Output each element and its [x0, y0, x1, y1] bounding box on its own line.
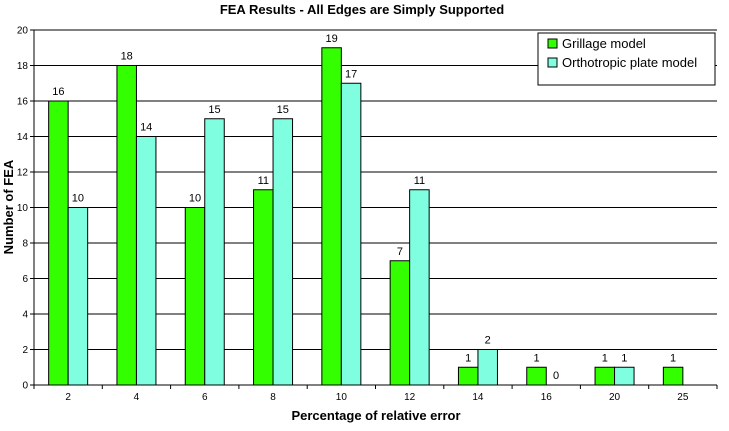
data-label: 14	[140, 122, 152, 134]
y-axis-ticks: 0 2 4 6 8 10 12 14 16 18 20	[17, 26, 34, 392]
bar-orthotropic	[477, 349, 498, 386]
y-tick-label: 0	[22, 381, 28, 392]
x-tick-label: 4	[134, 392, 140, 403]
bar-grillage	[184, 207, 206, 386]
x-tick-label: 8	[270, 392, 276, 403]
data-label: 1	[670, 352, 676, 364]
legend-swatch	[547, 57, 558, 68]
x-tick-label: 6	[202, 392, 208, 403]
data-label: 10	[189, 193, 201, 205]
x-tick-label: 20	[609, 392, 621, 403]
data-label: 11	[414, 175, 425, 187]
data-label: 17	[345, 68, 357, 80]
x-tick-label: 14	[472, 392, 484, 403]
x-tick-label: 16	[541, 392, 553, 403]
x-tick-label: 10	[336, 392, 348, 403]
x-tick-label: 12	[404, 392, 416, 403]
legend: Grillage model Orthotropic plate model	[537, 32, 716, 86]
data-label: 1	[465, 352, 471, 364]
data-label: 10	[72, 193, 84, 205]
data-label: 19	[325, 33, 337, 45]
y-tick-label: 8	[22, 239, 28, 250]
x-axis-label: Percentage of relative error	[291, 408, 460, 423]
x-tick-label: 2	[65, 392, 71, 403]
legend-swatch	[547, 38, 558, 49]
chart-title: FEA Results - All Edges are Simply Suppo…	[220, 2, 504, 17]
data-label: 2	[485, 335, 491, 347]
x-tick-label: 25	[677, 392, 689, 403]
data-label: 18	[121, 51, 133, 63]
bar-grillage	[321, 47, 342, 386]
data-label: 7	[397, 246, 403, 258]
y-tick-label: 6	[22, 274, 28, 285]
y-tick-label: 2	[22, 345, 28, 356]
y-tick-label: 16	[17, 97, 29, 108]
bar-grillage	[48, 100, 69, 386]
legend-label: Grillage model	[562, 36, 646, 51]
bar-grillage	[662, 366, 684, 386]
bar-orthotropic	[340, 82, 362, 386]
bar-orthotropic	[409, 189, 430, 386]
y-tick-label: 18	[17, 61, 29, 72]
data-label: 15	[277, 104, 289, 116]
bar-grillage	[594, 366, 616, 386]
data-label: 1	[602, 352, 608, 364]
bar-orthotropic	[272, 118, 294, 386]
bar-grillage	[457, 366, 479, 386]
data-label: 0	[553, 370, 559, 382]
bar-orthotropic	[614, 366, 635, 386]
data-label: 1	[533, 352, 539, 364]
legend-box	[537, 32, 716, 86]
y-tick-label: 10	[17, 203, 29, 214]
y-tick-label: 20	[17, 26, 29, 37]
bar-orthotropic	[135, 136, 157, 386]
bar-grillage	[116, 65, 137, 386]
bar-orthotropic	[67, 207, 89, 386]
y-tick-label: 14	[17, 132, 29, 143]
bar-grillage	[253, 189, 274, 386]
bar-orthotropic	[204, 118, 225, 386]
data-label: 1	[621, 352, 627, 364]
data-label: 16	[52, 86, 64, 98]
x-axis-ticks: 2 4 6 8 10 12 14 16 20 25	[33, 385, 718, 403]
bars	[48, 47, 684, 386]
data-label: 15	[208, 104, 220, 116]
data-label: 11	[258, 175, 269, 187]
bar-grillage	[389, 260, 411, 386]
y-tick-label: 12	[17, 168, 29, 179]
y-axis-label: Number of FEA	[1, 159, 16, 254]
y-tick-label: 4	[22, 310, 28, 321]
legend-label: Orthotropic plate model	[562, 55, 697, 70]
bar-grillage	[526, 366, 547, 386]
